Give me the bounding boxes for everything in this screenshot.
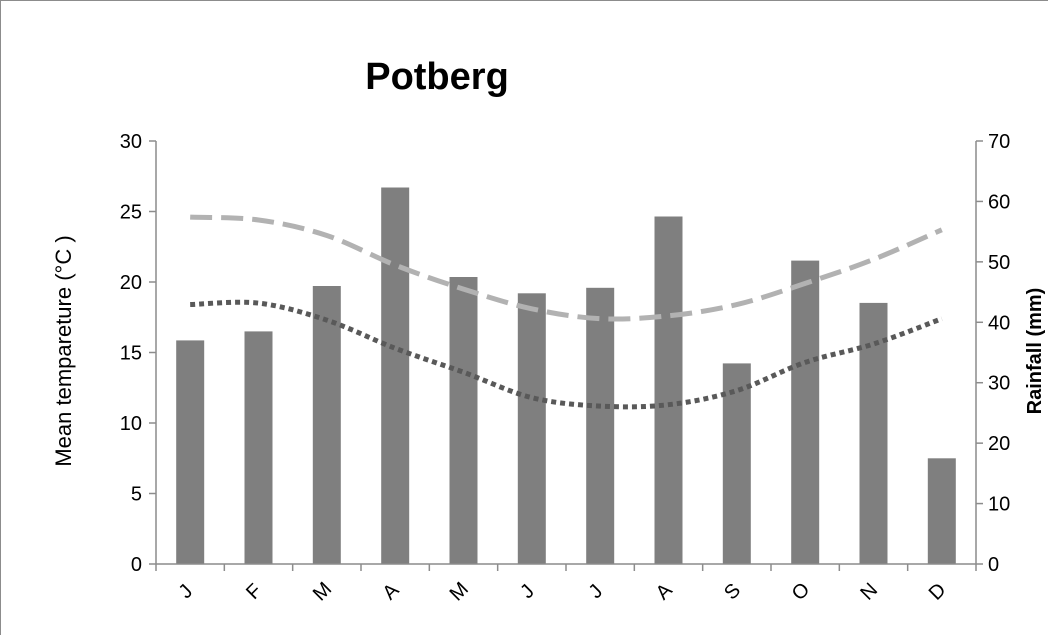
y-right-tick-label: 0 — [988, 554, 999, 576]
rainfall-bar — [791, 260, 820, 564]
chart-title: Potberg — [365, 56, 509, 98]
x-tick-label: M — [309, 578, 336, 605]
x-tick-label: J — [516, 580, 539, 603]
x-tick-label: J — [585, 580, 608, 603]
y-left-tick-label: 0 — [131, 554, 142, 576]
x-tick-label: A — [652, 579, 677, 604]
axes-layer — [155, 141, 977, 565]
rainfall-bar — [927, 458, 956, 565]
ticks-layer: 0 5 10 15 20 25 30 0 10 20 30 40 50 60 70 J F M A M J J A S O N D — [120, 131, 1011, 605]
y-right-tick-label: 30 — [988, 373, 1010, 395]
y-axis-left-label: Mean tempareture (°C ) — [51, 235, 76, 466]
bars-layer — [176, 187, 956, 565]
x-tick-label: D — [925, 579, 951, 605]
rainfall-bar — [586, 287, 615, 564]
x-tick-label: M — [446, 578, 473, 605]
lines-layer — [190, 214, 943, 410]
x-tick-label: J — [175, 580, 198, 603]
rainfall-bar — [312, 286, 341, 564]
rainfall-bar — [176, 340, 205, 564]
rainfall-bar — [722, 363, 751, 564]
x-tick-label: N — [856, 579, 882, 605]
rainfall-bar — [517, 293, 546, 564]
temperature-dashed-line — [190, 214, 943, 322]
y-left-tick-label: 5 — [131, 484, 142, 506]
rainfall-bar — [449, 277, 478, 564]
y-left-tick-label: 15 — [120, 343, 142, 365]
y-right-tick-label: 20 — [988, 433, 1010, 455]
y-left-tick-label: 25 — [120, 202, 142, 224]
y-right-tick-label: 10 — [988, 494, 1010, 516]
rainfall-bar — [859, 302, 888, 564]
y-right-tick-label: 60 — [988, 191, 1010, 213]
rainfall-bar — [244, 331, 273, 564]
y-left-tick-label: 10 — [120, 413, 142, 435]
y-right-tick-label: 50 — [988, 252, 1010, 274]
y-left-tick-label: 30 — [120, 131, 142, 153]
y-right-tick-label: 40 — [988, 312, 1010, 334]
rainfall-bar — [381, 187, 410, 564]
x-tick-label: F — [242, 580, 266, 604]
x-tick-label: A — [378, 579, 403, 604]
rainfall-bar — [654, 216, 683, 564]
y-axis-right-label: Rainfall (mm) — [1024, 288, 1046, 415]
y-right-tick-label: 70 — [988, 131, 1010, 153]
x-tick-label: S — [720, 579, 745, 604]
temperature-dotted-line — [190, 299, 943, 410]
y-left-tick-label: 20 — [120, 272, 142, 294]
x-tick-label: O — [788, 578, 815, 605]
